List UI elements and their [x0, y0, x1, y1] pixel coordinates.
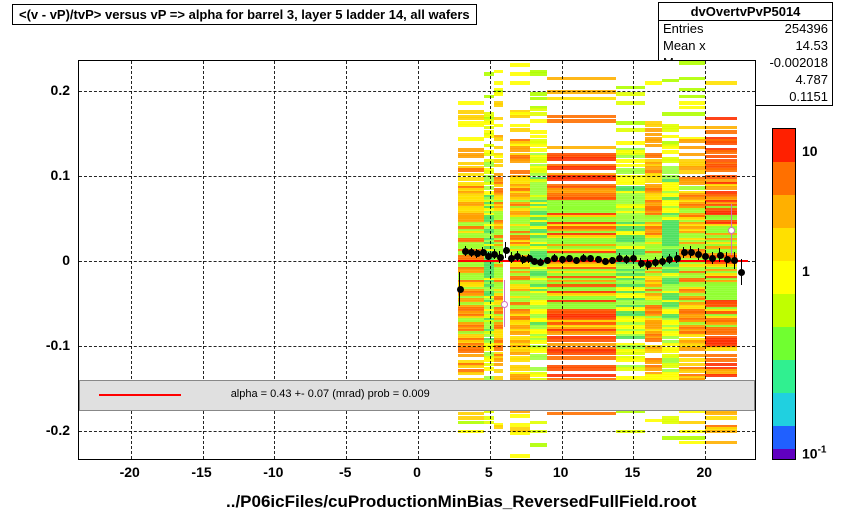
colorbar-segment [773, 162, 795, 195]
colorbar-label: 1 [802, 263, 810, 279]
open-marker [728, 227, 735, 234]
colorbar-segment [773, 360, 795, 393]
colorbar-segment [773, 294, 795, 327]
y-tick-label: 0.1 [10, 167, 70, 183]
data-marker [652, 259, 659, 266]
x-tick-label: -10 [263, 464, 283, 480]
stats-row: Entries254396 [659, 21, 832, 38]
data-marker [731, 257, 738, 264]
data-marker [497, 254, 504, 261]
grid-h [79, 91, 755, 92]
plot-area: alpha = 0.43 +- 0.07 (mrad) prob = 0.009 [78, 60, 756, 460]
x-tick-label: -20 [120, 464, 140, 480]
data-marker [717, 252, 724, 259]
plot-title: <(v - vP)/tvP> versus vP => alpha for ba… [12, 4, 477, 25]
data-marker [609, 257, 616, 264]
x-tick-label: 5 [485, 464, 493, 480]
colorbar-label: 10 [802, 143, 818, 159]
stats-name: dvOvertvPvP5014 [659, 3, 832, 21]
colorbar-segment [773, 393, 795, 426]
data-marker [457, 286, 464, 293]
colorbar-segment [773, 228, 795, 261]
colorbar [772, 128, 796, 460]
x-tick-label: -15 [191, 464, 211, 480]
colorbar-segment [773, 195, 795, 228]
data-marker [674, 255, 681, 262]
grid-h [79, 431, 755, 432]
y-tick-label: 0 [10, 252, 70, 268]
legend-text: alpha = 0.43 +- 0.07 (mrad) prob = 0.009 [231, 388, 430, 400]
data-marker [638, 260, 645, 267]
x-tick-label: 10 [553, 464, 569, 480]
x-tick-label: 15 [625, 464, 641, 480]
colorbar-segment [773, 327, 795, 360]
data-marker [537, 259, 544, 266]
stats-row: Mean x14.53 [659, 38, 832, 55]
colorbar-segment [773, 261, 795, 294]
data-marker [580, 255, 587, 262]
data-marker [738, 269, 745, 276]
data-marker [602, 258, 609, 265]
grid-h [79, 346, 755, 347]
x-tick-label: 0 [413, 464, 421, 480]
footer-path: ../P06icFiles/cuProductionMinBias_Revers… [226, 492, 696, 512]
colorbar-segment [773, 449, 795, 459]
root-container: <(v - vP)/tvP> versus vP => alpha for ba… [0, 0, 843, 522]
data-marker [688, 249, 695, 256]
data-marker [559, 256, 566, 263]
colorbar-segment [773, 426, 795, 449]
colorbar-segment [773, 129, 795, 162]
y-tick-label: -0.2 [10, 422, 70, 438]
colorbar-label: 10-1 [802, 445, 826, 462]
y-tick-label: -0.1 [10, 337, 70, 353]
x-tick-label: 20 [696, 464, 712, 480]
x-tick-label: -5 [339, 464, 351, 480]
data-marker [595, 256, 602, 263]
open-marker [501, 301, 508, 308]
legend-line [99, 394, 180, 396]
y-tick-label: 0.2 [10, 82, 70, 98]
data-marker [616, 255, 623, 262]
data-marker [503, 247, 510, 254]
grid-h [79, 176, 755, 177]
